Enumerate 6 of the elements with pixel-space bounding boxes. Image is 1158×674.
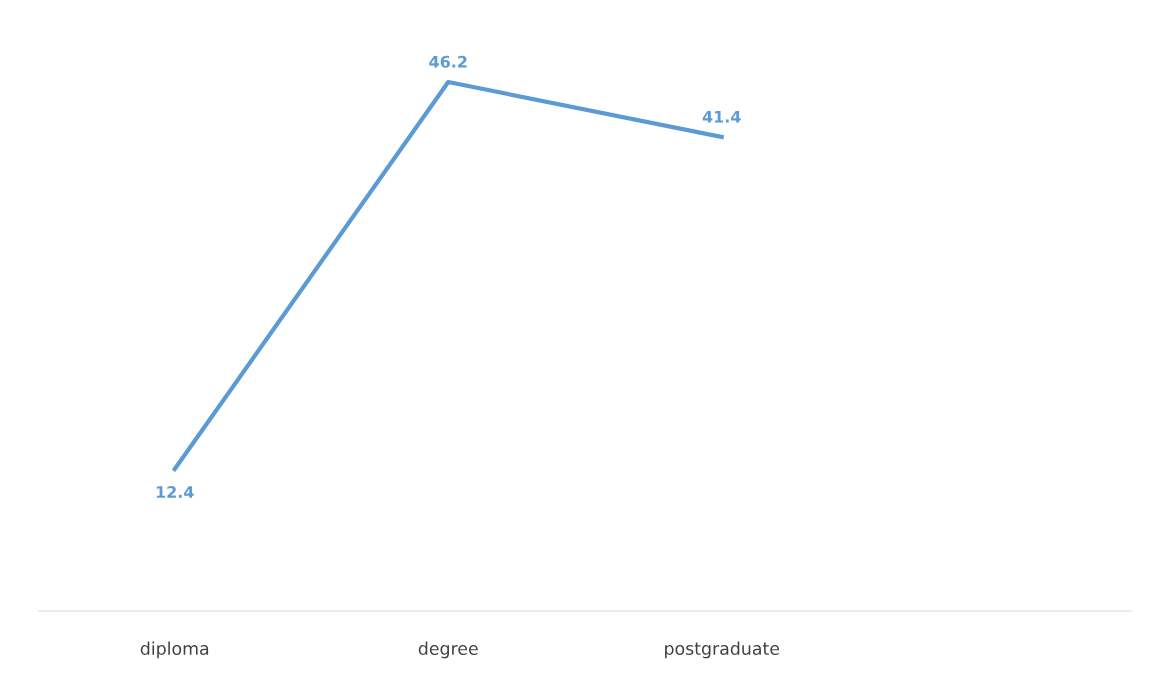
- data-label: 12.4: [156, 485, 194, 498]
- x-tick-label: degree: [418, 641, 478, 659]
- x-tick-label: postgraduate: [665, 641, 780, 659]
- x-tick-label: diploma: [140, 641, 209, 659]
- data-label: 41.4: [702, 110, 741, 123]
- data-label: 46.2: [429, 55, 467, 68]
